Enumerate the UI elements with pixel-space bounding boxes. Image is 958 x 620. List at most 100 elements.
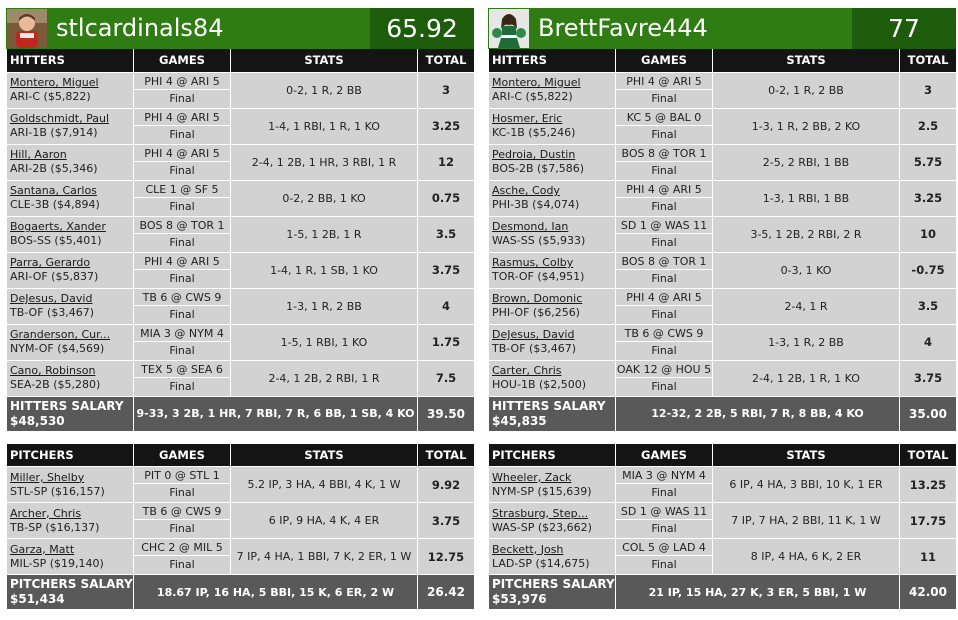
col-header-hitters: HITTERS: [488, 49, 616, 73]
user-avatar-icon[interactable]: [7, 9, 47, 48]
game-status: Final: [651, 343, 677, 357]
col-header-stats: STATS: [230, 443, 418, 467]
total-cell: 3.75: [417, 502, 475, 539]
player-name-link[interactable]: Cano, Robinson: [10, 364, 96, 377]
player-cell: Pedroia, Dustin BOS-2B ($7,586): [488, 143, 616, 181]
player-name-link[interactable]: Asche, Cody: [492, 184, 560, 197]
salary-label: PITCHERS SALARY: [10, 577, 133, 591]
game-score: SD 1 @ WAS 11: [616, 217, 712, 234]
player-name-link[interactable]: Bogaerts, Xander: [10, 220, 106, 233]
player-position-salary: TB-SP ($16,137): [10, 520, 100, 534]
player-name-link[interactable]: Carter, Chris: [492, 364, 562, 377]
player-cell: DeJesus, David TB-OF ($3,467): [488, 323, 616, 361]
player-name-link[interactable]: Rasmus, Colby: [492, 256, 574, 269]
game-status: Final: [651, 379, 677, 393]
game-score: BOS 8 @ TOR 1: [134, 217, 230, 234]
player-row: Wheeler, Zack NYM-SP ($15,639) MIA 3 @ NYM…: [488, 466, 957, 503]
stats-cell: 5.2 IP, 3 HA, 4 BBI, 4 K, 1 W: [230, 466, 418, 503]
player-row: Rasmus, Colby TOR-OF ($4,951) BOS 8 @ TOR …: [488, 251, 957, 289]
game-cell: PHI 4 @ ARI 5 Final: [615, 287, 713, 325]
pitchers-body: Wheeler, Zack NYM-SP ($15,639) MIA 3 @ NYM…: [488, 466, 957, 575]
player-name-link[interactable]: Hill, Aaron: [10, 148, 67, 161]
player-cell: Bogaerts, Xander BOS-SS ($5,401): [6, 215, 134, 253]
player-cell: DeJesus, David TB-OF ($3,467): [6, 287, 134, 325]
col-header-total: TOTAL: [899, 443, 957, 467]
salary-cell: HITTERS SALARY $48,530: [6, 395, 134, 432]
salary-value: $45,835: [492, 413, 547, 428]
player-name-link[interactable]: Desmond, Ian: [492, 220, 569, 233]
player-name-link[interactable]: Wheeler, Zack: [492, 470, 572, 484]
game-score: CHC 2 @ MIL 5: [134, 539, 230, 556]
salary-cell: PITCHERS SALARY $51,434: [6, 574, 134, 610]
user-avatar-icon[interactable]: [489, 9, 529, 48]
game-status: Final: [169, 199, 195, 213]
player-name-link[interactable]: DeJesus, David: [10, 292, 93, 305]
player-position-salary: WAS-SP ($23,662): [492, 520, 592, 534]
game-score: PHI 4 @ ARI 5: [134, 253, 230, 270]
game-cell: SD 1 @ WAS 11 Final: [615, 502, 713, 539]
player-name-link[interactable]: Garza, Matt: [10, 542, 75, 556]
game-score: PHI 4 @ ARI 5: [134, 109, 230, 126]
player-position-salary: ARI-C ($5,822): [492, 90, 573, 103]
player-name-link[interactable]: Santana, Carlos: [10, 184, 97, 197]
player-name-link[interactable]: Montero, Miguel: [492, 76, 581, 89]
player-name-link[interactable]: Montero, Miguel: [10, 76, 99, 89]
pitchers-salary-row: PITCHERS SALARY $51,434 18.67 IP, 16 HA,…: [6, 574, 475, 610]
player-name-link[interactable]: Strasburg, Step...: [492, 506, 589, 520]
username[interactable]: BrettFavre444: [538, 14, 708, 42]
player-name-link[interactable]: Goldschmidt, Paul: [10, 112, 110, 125]
pitchers-table: PITCHERS GAMES STATS TOTAL Wheeler, Zack…: [488, 443, 957, 610]
player-name-link[interactable]: Beckett, Josh: [492, 542, 564, 556]
player-name-link[interactable]: Hosmer, Eric: [492, 112, 563, 125]
col-header-games: GAMES: [133, 49, 231, 73]
player-position-salary: ARI-OF ($5,837): [10, 270, 99, 283]
player-cell: Wheeler, Zack NYM-SP ($15,639): [488, 466, 616, 503]
game-score: TB 6 @ CWS 9: [616, 325, 712, 342]
player-name-link[interactable]: Miller, Shelby: [10, 470, 85, 484]
salary-value: $48,530: [10, 413, 65, 428]
game-status: Final: [651, 127, 677, 141]
stats-cell: 2-4, 1 2B, 1 R, 1 KO: [712, 359, 900, 397]
game-score: TB 6 @ CWS 9: [134, 503, 230, 520]
game-cell: TB 6 @ CWS 9 Final: [615, 323, 713, 361]
game-status: Final: [169, 163, 195, 177]
username[interactable]: stlcardinals84: [56, 14, 224, 42]
game-cell: COL 5 @ LAD 4 Final: [615, 538, 713, 575]
player-position-salary: BOS-SS ($5,401): [10, 234, 102, 247]
game-status: Final: [651, 163, 677, 177]
game-cell: CHC 2 @ MIL 5 Final: [133, 538, 231, 575]
stats-cell: 1-3, 1 R, 2 BB, 2 KO: [712, 107, 900, 145]
player-cell: Hosmer, Eric KC-1B ($5,246): [488, 107, 616, 145]
salary-value: $51,434: [10, 592, 65, 606]
player-name-link[interactable]: DeJesus, David: [492, 328, 575, 341]
total-cell: 3: [417, 71, 475, 109]
player-position-salary: PHI-3B ($4,074): [492, 198, 580, 211]
stats-cell: 1-3, 1 RBI, 1 BB: [712, 179, 900, 217]
stats-cell: 1-4, 1 R, 1 SB, 1 KO: [230, 251, 418, 289]
player-position-salary: SEA-2B ($5,280): [10, 378, 101, 391]
hitters-salary-row: HITTERS SALARY $48,530 9-33, 3 2B, 1 HR,…: [6, 395, 475, 432]
player-name-link[interactable]: Parra, Gerardo: [10, 256, 91, 269]
total-cell: 10: [899, 215, 957, 253]
player-name-link[interactable]: Granderson, Cur...: [10, 328, 111, 341]
game-status: Final: [169, 307, 195, 321]
col-header-stats: STATS: [712, 443, 900, 467]
player-position-salary: STL-SP ($16,157): [10, 484, 105, 498]
player-position-salary: TB-OF ($3,467): [492, 342, 577, 355]
salary-cell: PITCHERS SALARY $53,976: [488, 574, 616, 610]
game-score: TB 6 @ CWS 9: [134, 289, 230, 306]
player-row: Archer, Chris TB-SP ($16,137) TB 6 @ CWS 9…: [6, 502, 475, 539]
game-score: SD 1 @ WAS 11: [616, 503, 712, 520]
total-cell: 0.75: [417, 179, 475, 217]
col-header-total: TOTAL: [417, 443, 475, 467]
player-name-link[interactable]: Archer, Chris: [10, 506, 82, 520]
total-cell: 9.92: [417, 466, 475, 503]
stats-cell: 7 IP, 4 HA, 1 BBI, 7 K, 2 ER, 1 W: [230, 538, 418, 575]
total-cell: 1.75: [417, 323, 475, 361]
game-status: Final: [651, 558, 677, 571]
player-position-salary: CLE-3B ($4,894): [10, 198, 100, 211]
game-status: Final: [169, 522, 195, 535]
player-name-link[interactable]: Brown, Domonic: [492, 292, 583, 305]
player-name-link[interactable]: Pedroia, Dustin: [492, 148, 576, 161]
player-cell: Desmond, Ian WAS-SS ($5,933): [488, 215, 616, 253]
